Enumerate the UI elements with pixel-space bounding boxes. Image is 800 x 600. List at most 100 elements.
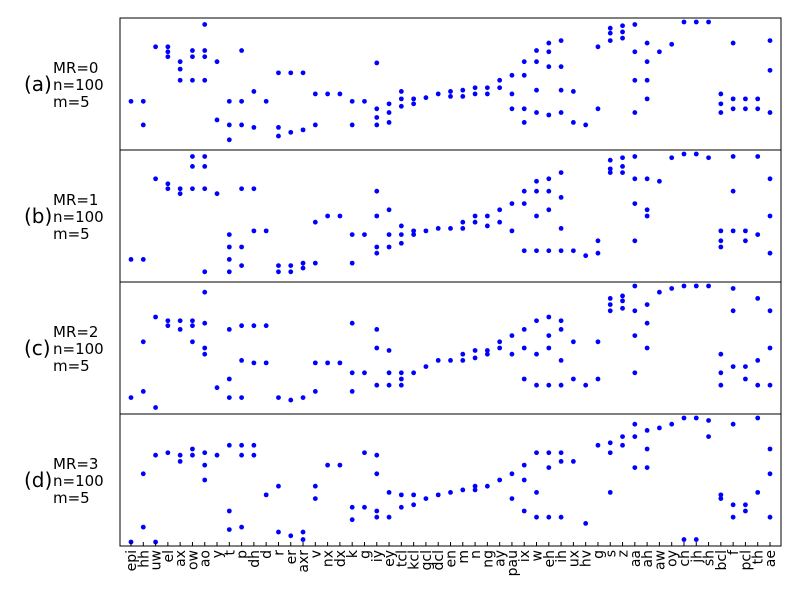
point: [435, 492, 441, 498]
point: [644, 59, 650, 65]
point: [632, 49, 638, 55]
point: [607, 25, 613, 31]
point: [472, 487, 478, 493]
point: [484, 91, 490, 97]
point: [226, 257, 232, 262]
point: [251, 89, 257, 94]
x-tick-label: k: [345, 549, 361, 558]
x-tick-label: epi: [124, 550, 140, 571]
point: [374, 452, 380, 458]
point: [534, 248, 539, 254]
x-tick-label: dh: [247, 550, 263, 568]
point: [620, 434, 625, 439]
point: [202, 477, 208, 483]
point: [607, 490, 613, 495]
point: [460, 358, 466, 363]
point: [607, 450, 613, 456]
point: [534, 59, 539, 65]
point: [706, 283, 711, 289]
point: [423, 496, 429, 501]
x-tick-label: el: [161, 550, 177, 563]
point: [607, 440, 613, 446]
point: [288, 70, 294, 76]
point: [472, 219, 478, 225]
point: [190, 323, 195, 329]
point: [386, 370, 392, 376]
point: [534, 48, 539, 53]
point: [386, 232, 392, 238]
point: [165, 318, 171, 324]
point: [140, 122, 146, 128]
point: [644, 428, 650, 433]
point: [534, 450, 539, 456]
point: [595, 44, 601, 50]
point: [497, 85, 503, 91]
point: [190, 54, 195, 60]
point: [632, 421, 638, 427]
x-tick-label: dx: [333, 550, 349, 567]
point: [214, 385, 220, 391]
point: [607, 38, 613, 43]
point: [386, 514, 392, 520]
x-tick-label: iy: [370, 550, 386, 562]
x-tick-label: z: [616, 550, 632, 557]
point: [730, 286, 736, 291]
panel-label: (c): [24, 336, 51, 360]
point: [165, 49, 171, 55]
point: [190, 154, 195, 159]
x-tick-label: ay: [493, 550, 509, 567]
point: [607, 296, 613, 301]
point: [632, 176, 638, 182]
point: [226, 395, 232, 400]
point: [632, 201, 638, 207]
point: [595, 376, 601, 382]
point: [669, 421, 675, 427]
x-tick-label: ix: [517, 550, 533, 562]
point: [755, 106, 761, 112]
point: [669, 155, 675, 161]
point: [251, 442, 257, 448]
point: [374, 508, 380, 514]
x-tick-label: ao: [198, 550, 214, 567]
point: [620, 170, 625, 176]
panel-info: MR=2: [53, 323, 98, 341]
x-tick-label: hv: [579, 550, 595, 567]
point: [202, 351, 208, 357]
point: [226, 269, 232, 275]
point: [521, 376, 527, 382]
point: [202, 269, 208, 275]
point: [632, 77, 638, 83]
point: [767, 514, 773, 520]
point: [730, 364, 736, 369]
x-tick-label: ng: [480, 550, 496, 568]
point: [718, 91, 724, 97]
point: [435, 226, 441, 231]
point: [276, 263, 281, 268]
point: [362, 504, 367, 510]
point: [534, 110, 539, 115]
point: [239, 452, 244, 458]
point: [730, 188, 736, 194]
point: [239, 442, 244, 448]
point: [509, 351, 515, 357]
point: [300, 265, 306, 271]
x-tick-label: tcl: [394, 550, 410, 567]
point: [472, 85, 478, 91]
point: [669, 286, 675, 291]
point: [632, 154, 638, 159]
point: [620, 298, 625, 304]
point: [706, 434, 711, 439]
point: [657, 289, 662, 295]
point: [435, 358, 441, 363]
point: [620, 23, 625, 29]
x-tick-label: ow: [185, 550, 201, 570]
point: [644, 465, 650, 470]
point: [226, 376, 232, 382]
point: [165, 323, 171, 329]
point: [300, 529, 306, 535]
point: [472, 348, 478, 353]
x-tick-label: v: [308, 550, 324, 558]
point: [472, 355, 478, 361]
point: [411, 370, 417, 376]
point: [681, 415, 687, 421]
